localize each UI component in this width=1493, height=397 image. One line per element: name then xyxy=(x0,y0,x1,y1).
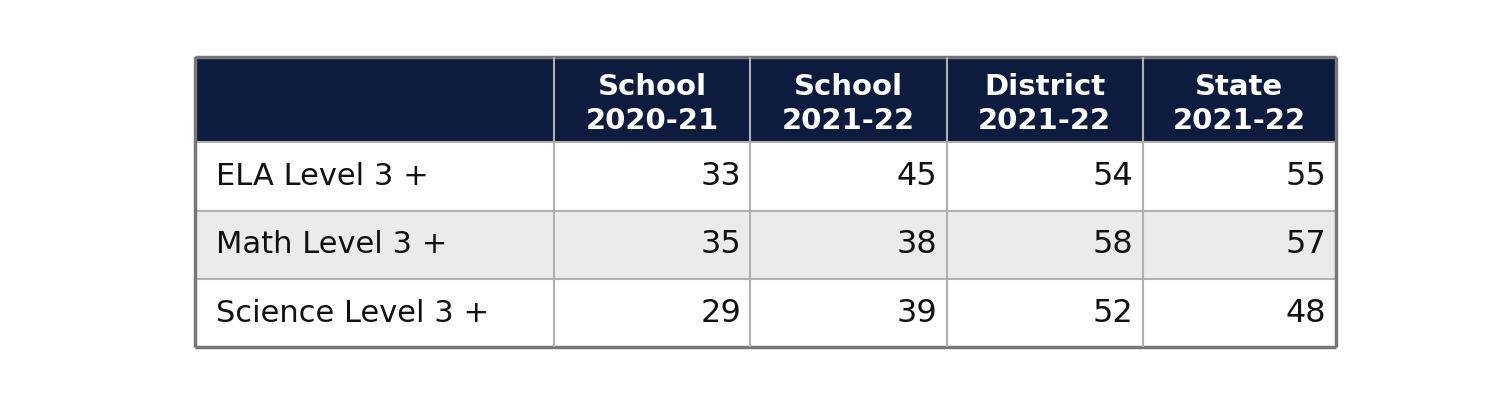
Text: 54: 54 xyxy=(1093,161,1133,192)
Text: School: School xyxy=(597,73,706,101)
Bar xyxy=(194,210,1336,279)
Bar xyxy=(194,142,1336,210)
Text: 2020-21: 2020-21 xyxy=(585,107,718,135)
Text: 39: 39 xyxy=(897,297,938,329)
Text: 29: 29 xyxy=(700,297,741,329)
Text: 57: 57 xyxy=(1285,229,1326,260)
Text: 35: 35 xyxy=(700,229,741,260)
Text: ELA Level 3 +: ELA Level 3 + xyxy=(215,162,428,191)
Text: 48: 48 xyxy=(1285,297,1326,329)
Text: 2021-22: 2021-22 xyxy=(978,107,1111,135)
Text: 55: 55 xyxy=(1285,161,1326,192)
Text: 33: 33 xyxy=(700,161,741,192)
Bar xyxy=(194,279,1336,347)
Text: 2021-22: 2021-22 xyxy=(782,107,915,135)
Bar xyxy=(194,57,1336,142)
Text: School: School xyxy=(794,73,903,101)
Text: Science Level 3 +: Science Level 3 + xyxy=(215,299,488,328)
Text: 52: 52 xyxy=(1093,297,1133,329)
Text: State: State xyxy=(1194,73,1284,101)
Text: 58: 58 xyxy=(1093,229,1133,260)
Text: 38: 38 xyxy=(897,229,938,260)
Text: 45: 45 xyxy=(897,161,938,192)
Text: 2021-22: 2021-22 xyxy=(1172,107,1306,135)
Text: Math Level 3 +: Math Level 3 + xyxy=(215,230,446,259)
Text: District: District xyxy=(984,73,1105,101)
